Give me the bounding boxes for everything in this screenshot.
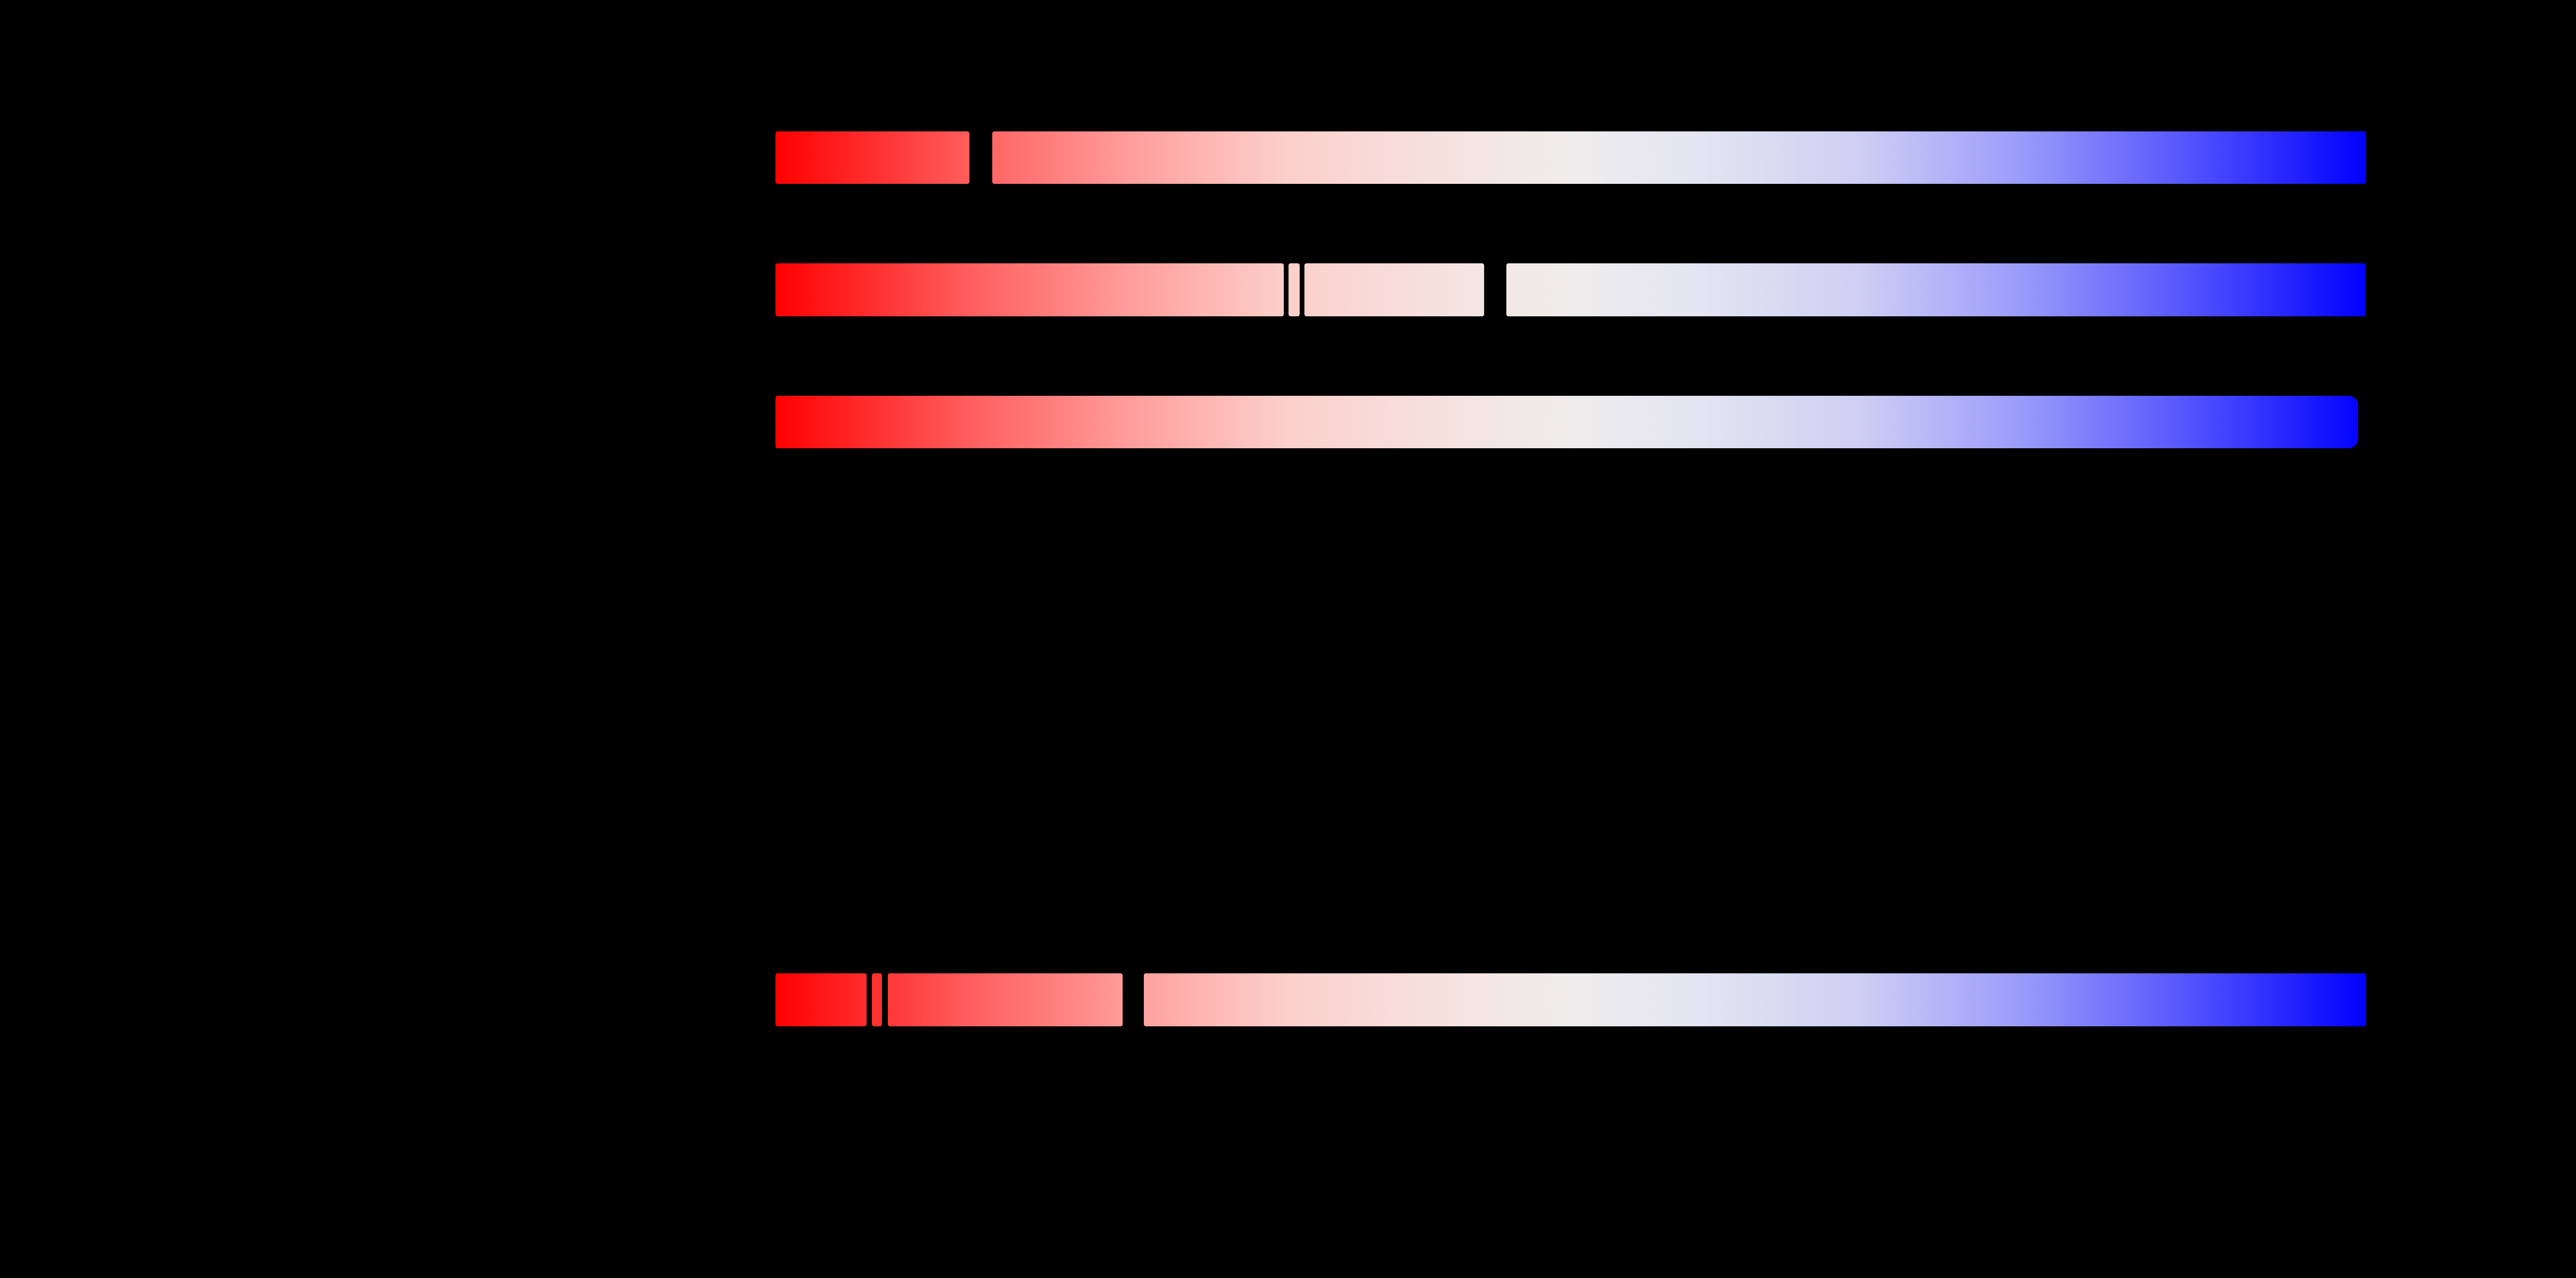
bar-segment	[775, 131, 969, 184]
bar-segment	[872, 973, 882, 1026]
bar-segment	[775, 263, 1284, 316]
bar-segment	[1506, 263, 2366, 316]
bar-segment	[1144, 973, 2366, 1026]
bar-segment	[775, 396, 2358, 448]
bar-segment	[1289, 263, 1300, 316]
bar-segment	[888, 973, 1123, 1026]
bar-segment	[992, 131, 2366, 184]
bar-segment	[1304, 263, 1484, 316]
bar-segment	[775, 973, 867, 1026]
